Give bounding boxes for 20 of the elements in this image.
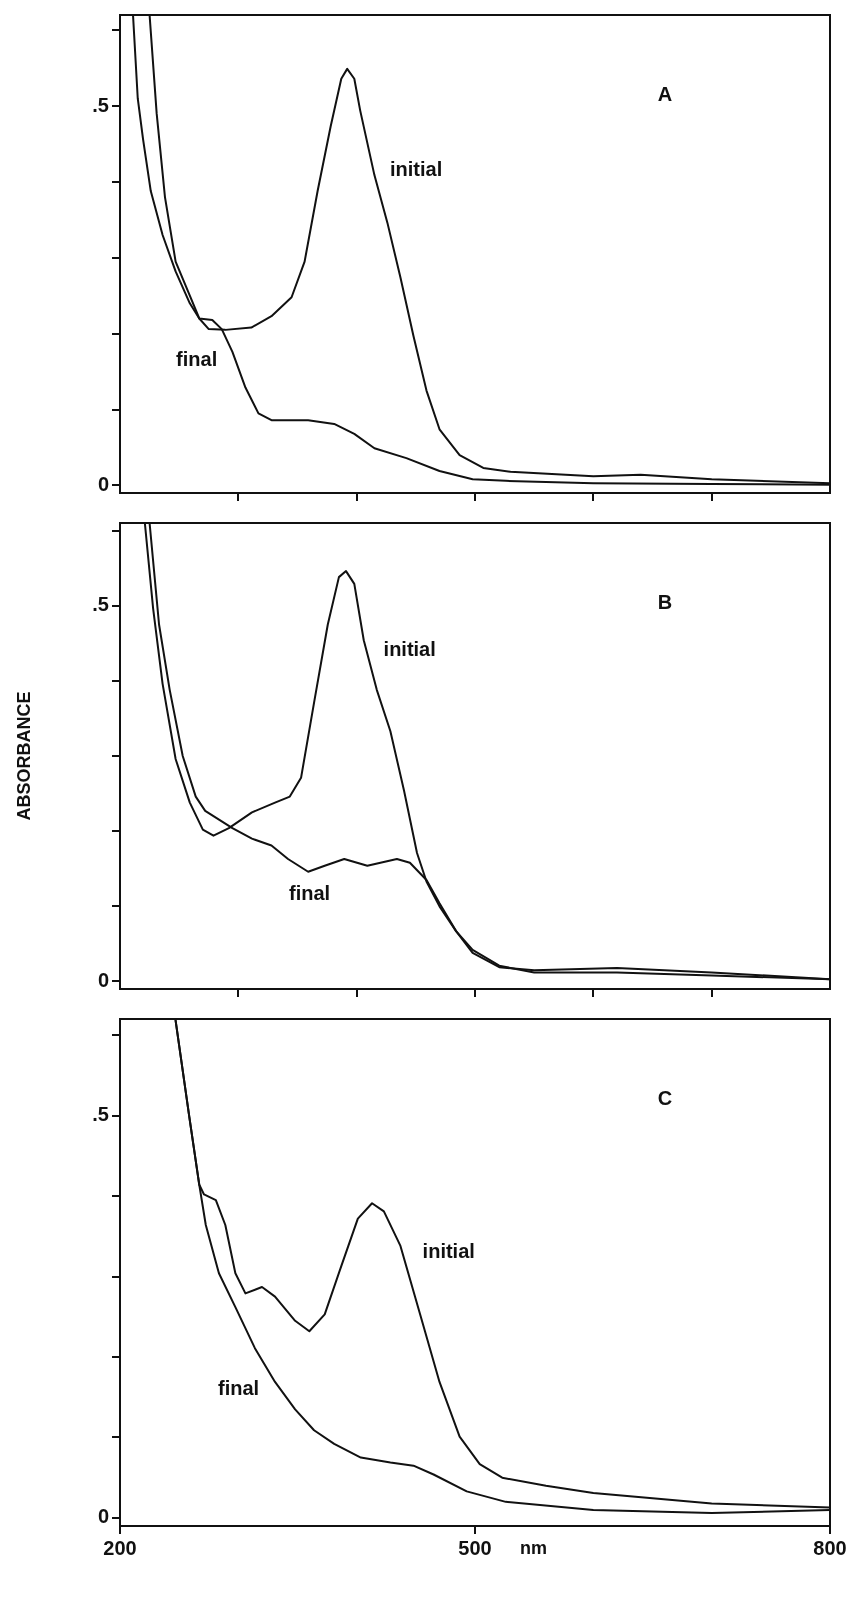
series-label: initial	[383, 638, 436, 661]
y-tick-label: .5	[92, 593, 109, 616]
y-tick-label: .5	[92, 93, 109, 116]
y-tick-label: 0	[97, 1505, 109, 1528]
y-axis-title: ABSORBANCE	[13, 691, 34, 821]
series-label: final	[176, 347, 218, 370]
x-tick-label: 200	[103, 1536, 137, 1559]
series-label: initial	[422, 1239, 475, 1262]
annotation: A	[657, 82, 673, 105]
series-label: final	[289, 882, 331, 905]
y-tick-label: 0	[97, 969, 109, 991]
y-tick-label: 0	[97, 472, 109, 495]
x-tick-label: 800	[813, 1536, 847, 1559]
series-label: initial	[389, 157, 443, 180]
annotation: C	[657, 1086, 673, 1109]
x-tick-label: 500	[458, 1536, 492, 1559]
y-tick-label: .5	[92, 1103, 109, 1126]
x-axis-title: nm	[520, 1537, 547, 1558]
series-label: final	[218, 1376, 260, 1399]
annotation: B	[657, 590, 673, 613]
